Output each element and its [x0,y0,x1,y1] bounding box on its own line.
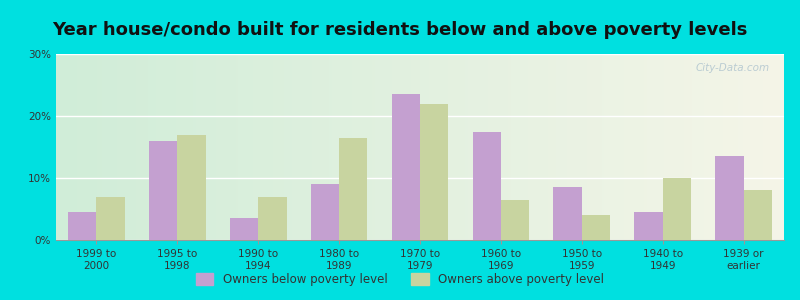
Bar [662,178,691,240]
Bar [97,196,125,240]
Bar [473,131,501,240]
Bar [68,212,97,240]
Bar [339,138,367,240]
Bar [392,94,420,240]
Bar [178,135,206,240]
Text: City-Data.com: City-Data.com [695,63,770,73]
Bar [715,156,743,240]
Bar [743,190,772,240]
Text: Year house/condo built for residents below and above poverty levels: Year house/condo built for residents bel… [52,21,748,39]
Bar [149,141,178,240]
Bar [230,218,258,240]
Bar [634,212,662,240]
Bar [258,196,286,240]
Bar [501,200,530,240]
Bar [582,215,610,240]
Bar [554,187,582,240]
Legend: Owners below poverty level, Owners above poverty level: Owners below poverty level, Owners above… [191,268,609,291]
Bar [311,184,339,240]
Bar [420,103,448,240]
